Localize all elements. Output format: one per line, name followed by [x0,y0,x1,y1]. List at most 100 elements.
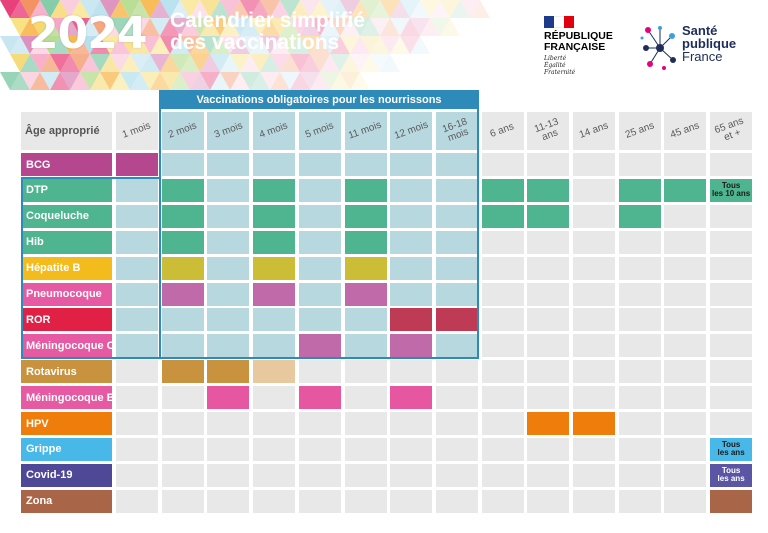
schedule-cell [435,360,478,384]
schedule-cell [618,489,661,513]
schedule-cell [161,437,204,461]
schedule-cell [710,153,753,176]
age-column-header: 11 mois [344,112,387,150]
schedule-cell [481,153,524,176]
recommended-dose-cell [298,386,341,410]
schedule-cell [527,489,570,513]
age-column-label: 11 mois [347,119,384,142]
schedule-cell [390,360,433,384]
schedule-cell [618,334,661,358]
schedule-cell [161,489,204,513]
schedule-cell [207,153,250,176]
schedule-cell [298,230,341,254]
recommended-dose-cell [435,308,478,332]
schedule-cell [298,412,341,435]
schedule-cell [390,437,433,461]
age-column-label: 65 ans et + [713,115,746,144]
recommended-dose-cell [618,204,661,228]
schedule-cell [161,308,204,332]
age-column-header: 45 ans [664,112,707,150]
schedule-cell [664,334,707,358]
recommended-dose-cell [161,178,204,202]
schedule-cell [253,463,296,487]
schedule-cell [664,386,707,410]
schedule-cell [344,437,387,461]
age-header: Âge approprié [21,112,112,150]
vaccine-label: DTP [21,178,112,202]
age-column-header: 25 ans [618,112,661,150]
schedule-cell [481,308,524,332]
schedule-cell [344,153,387,176]
spf-line-2: publique [682,36,737,51]
schedule-cell [664,463,707,487]
schedule-cell [116,204,158,228]
schedule-cell [710,230,753,254]
age-column-label: 12 mois [392,119,430,142]
age-column-label: 1 mois [121,120,153,141]
schedule-cell [664,230,707,254]
age-column-label: 5 mois [303,120,336,141]
frequency-note: Tous les 10 ans [710,178,753,202]
schedule-cell [161,334,204,358]
schedule-cell [116,412,158,435]
schedule-cell [116,282,158,306]
schedule-cell [573,360,615,384]
schedule-cell [527,230,570,254]
age-column-label: 3 mois [212,120,244,141]
recommended-dose-cell [481,178,524,202]
schedule-cell [435,153,478,176]
schedule-cell [710,334,753,358]
schedule-cell [344,386,387,410]
schedule-cell [207,178,250,202]
vaccine-label: BCG [21,153,112,176]
age-column-label: 4 mois [258,120,290,141]
vaccine-label: Rotavirus [21,360,112,384]
schedule-cell [207,204,250,228]
recommended-dose-cell [161,360,204,384]
vaccine-label: Grippe [21,437,112,461]
schedule-cell [573,386,615,410]
schedule-cell [298,256,341,280]
schedule-cell [481,334,524,358]
schedule-cell [527,386,570,410]
mandatory-banner: Vaccinations obligatoires pour les nourr… [160,91,478,109]
schedule-cell [207,308,250,332]
schedule-cell [116,437,158,461]
schedule-cell [435,204,478,228]
age-column-header: 65 ans et + [710,112,753,150]
schedule-cell [664,412,707,435]
schedule-cell [298,360,341,384]
schedule-cell [207,256,250,280]
schedule-cell [344,463,387,487]
recommended-dose-cell [344,178,387,202]
schedule-cell [207,282,250,306]
recommended-dose-cell [161,230,204,254]
schedule-cell [618,282,661,306]
schedule-cell [481,437,524,461]
schedule-cell [664,308,707,332]
recommended-dose-cell [207,386,250,410]
schedule-cell [710,360,753,384]
recommended-dose-cell [253,178,296,202]
schedule-cell [664,360,707,384]
schedule-cell [710,308,753,332]
schedule-cell [344,412,387,435]
schedule-cell [435,334,478,358]
schedule-cell [116,489,158,513]
age-column-label: 45 ans [669,120,702,141]
schedule-cell [116,360,158,384]
spf-wordmark: Santé publique France [682,24,736,63]
schedule-cell [298,178,341,202]
recommended-dose-cell [253,230,296,254]
age-column-label: 14 ans [577,120,610,141]
schedule-cell [298,204,341,228]
schedule-cell [298,153,341,176]
schedule-cell [207,230,250,254]
schedule-cell [664,204,707,228]
schedule-cell [618,437,661,461]
schedule-cell [573,256,615,280]
schedule-cell [573,489,615,513]
schedule-cell [298,308,341,332]
schedule-cell [253,489,296,513]
age-column-header: 12 mois [390,112,433,150]
